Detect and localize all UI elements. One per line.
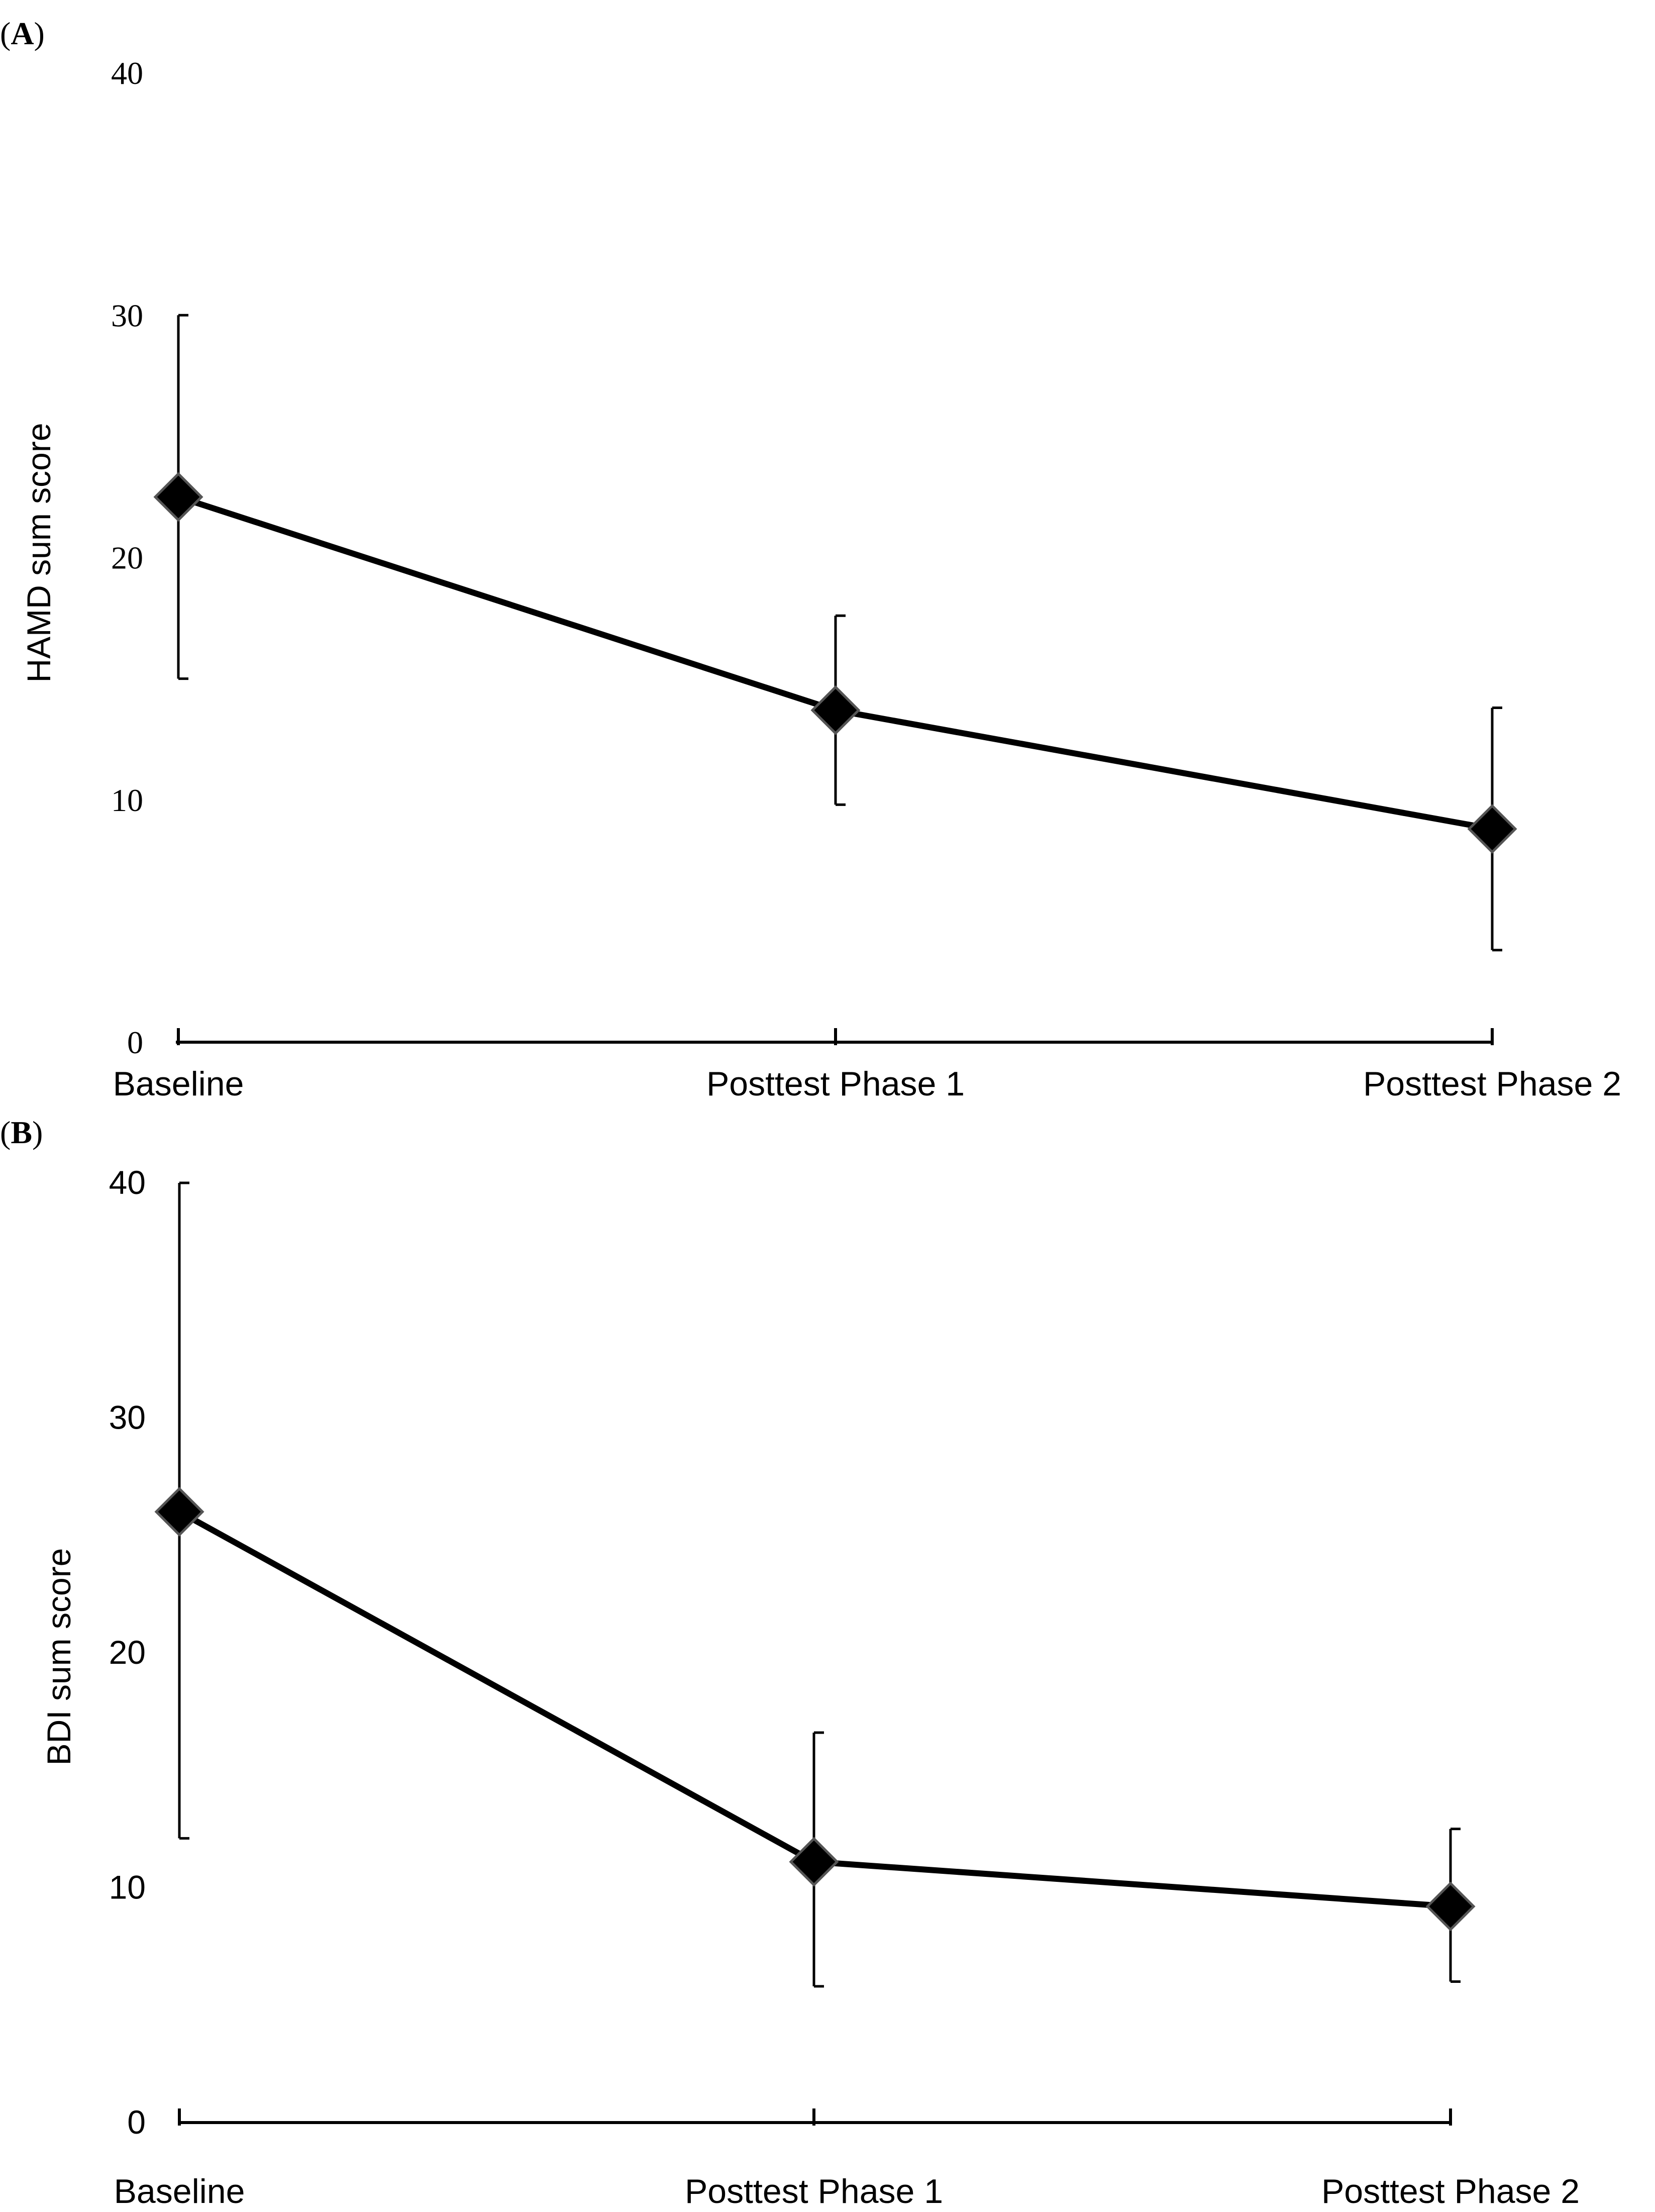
panel-b-x-category-label-2: Posttest Phase 1	[685, 2172, 943, 2210]
panel-a-data-point-1	[153, 472, 203, 522]
panel-a-y-tick-label-10: 10	[111, 782, 143, 818]
panel-a-data-point-3	[1467, 804, 1517, 854]
panel-a-x-category-label-2: Posttest Phase 1	[706, 1065, 965, 1103]
panel-a-y-tick-label-30: 30	[111, 297, 143, 333]
panel-b-y-tick-label-10: 10	[109, 1869, 146, 1906]
panel-a-y-tick-label-20: 20	[111, 540, 143, 576]
panel-b-data-point-3	[1425, 1881, 1476, 1932]
panel-a-y-tick-label-40: 40	[111, 55, 143, 91]
panel-b-y-tick-label-0: 0	[127, 2103, 146, 2141]
panel-a-y-tick-label-0: 0	[127, 1025, 143, 1060]
panel-a-y-axis-title: HAMD sum score	[20, 423, 57, 682]
panel-a-label: (A)	[0, 16, 45, 51]
panel-b-y-axis-title: BDI sum score	[40, 1548, 77, 1766]
panel-b-data-point-1	[154, 1486, 204, 1537]
panel-b-data-point-2	[789, 1837, 839, 1887]
panel-b-x-category-label-1: Baseline	[114, 2172, 245, 2210]
panel-a-data-point-2	[810, 685, 861, 735]
panel-b-y-tick-label-20: 20	[109, 1634, 146, 1671]
panel-a-x-category-label-3: Posttest Phase 2	[1363, 1065, 1621, 1103]
panel-a-x-category-label-1: Baseline	[113, 1065, 244, 1103]
panel-b-y-tick-label-30: 30	[109, 1399, 146, 1436]
panel-b-x-category-label-3: Posttest Phase 2	[1321, 2172, 1580, 2210]
panel-b-label: (B)	[0, 1115, 43, 1150]
panel-b-y-tick-label-40: 40	[109, 1164, 146, 1201]
